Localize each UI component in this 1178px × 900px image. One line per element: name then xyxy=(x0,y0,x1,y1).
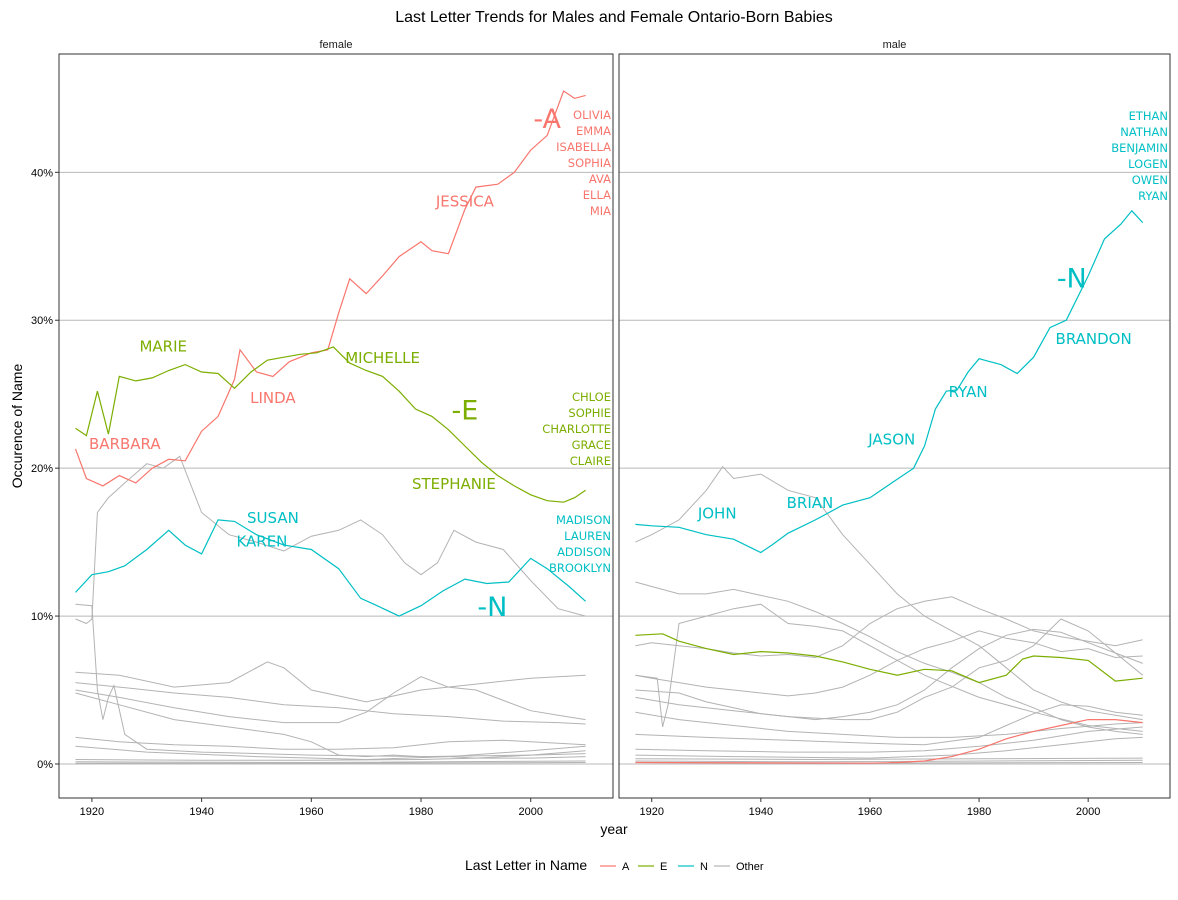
annotation-male-3: JASON xyxy=(867,430,915,448)
legend-label-n: N xyxy=(700,861,708,873)
series-line-male-other-10 xyxy=(635,736,1143,759)
x-tick-label-male-4: 2000 xyxy=(1076,806,1100,818)
x-tick-label-female-0: 1920 xyxy=(80,806,104,818)
legend-items: A E N Other xyxy=(600,861,764,873)
series-line-male-a xyxy=(635,719,1143,764)
series-line-male-other-6 xyxy=(635,618,1144,721)
name-list-item-male-0-1: NATHAN xyxy=(1120,125,1168,139)
annotation-female-6: -E xyxy=(451,395,478,426)
panel-border-female xyxy=(58,53,614,799)
series-line-female-other-3 xyxy=(75,682,586,725)
name-list-item-female-1-3: GRACE xyxy=(572,438,611,452)
series-line-female-other-4 xyxy=(75,676,586,724)
chart-title: Last Letter Trends for Males and Female … xyxy=(395,9,833,26)
series-line-male-other-5 xyxy=(635,628,1143,721)
panels: female -A JESSICA LINDA BARBARA MARIE MICHELLE… xyxy=(31,39,1171,818)
annotation-female-3: BARBARA xyxy=(89,435,161,453)
series-line-female-other-2 xyxy=(75,661,586,703)
name-list-item-female-2-2: ADDISON xyxy=(557,545,611,559)
panel-female: female -A JESSICA LINDA BARBARA MARIE MICHELLE… xyxy=(31,39,614,818)
annotation-male-5: JOHN xyxy=(697,504,737,522)
name-list-item-male-0-0: ETHAN xyxy=(1129,109,1168,123)
series-line-male-other-4 xyxy=(635,603,1143,732)
series-line-female-other-0 xyxy=(75,455,586,625)
y-tick-label-1: 10% xyxy=(31,611,53,623)
name-list-item-female-2-0: MADISON xyxy=(556,513,611,527)
x-tick-label-female-4: 2000 xyxy=(518,806,542,818)
name-list-item-male-0-4: OWEN xyxy=(1132,173,1168,187)
series-line-female-a xyxy=(74,90,586,487)
panel-strip-male: male xyxy=(883,39,907,51)
series-line-male-other-11 xyxy=(635,757,1143,761)
annotation-female-5: MICHELLE xyxy=(345,349,420,367)
annotation-male-2: RYAN xyxy=(949,383,988,401)
annotation-female-0: -A xyxy=(533,104,561,135)
x-tick-label-female-1: 1940 xyxy=(189,806,213,818)
annotation-female-9: KAREN xyxy=(236,533,287,551)
series-line-female-other-10 xyxy=(75,762,586,764)
name-list-item-female-0-6: MIA xyxy=(590,204,611,218)
annotation-female-2: LINDA xyxy=(250,389,296,407)
x-tick-label-male-3: 1980 xyxy=(967,806,991,818)
name-list-item-female-2-3: BROOKLYN xyxy=(549,561,611,575)
name-list-item-female-2-1: LAUREN xyxy=(564,529,611,543)
name-list-item-female-0-5: ELLA xyxy=(583,188,611,202)
name-list-item-female-1-2: CHARLOTTE xyxy=(542,422,611,436)
series-line-male-other-12 xyxy=(635,759,1143,763)
x-tick-label-female-2: 1960 xyxy=(299,806,323,818)
annotation-female-1: JESSICA xyxy=(435,192,495,210)
annotation-female-10: -N xyxy=(477,592,507,623)
annotation-female-7: STEPHANIE xyxy=(412,475,496,493)
series-line-male-other-3 xyxy=(635,630,1143,697)
legend-title: Last Letter in Name xyxy=(465,857,587,873)
name-list-item-female-1-4: CLAIRE xyxy=(570,454,611,468)
series-line-female-other-9 xyxy=(75,760,586,764)
name-list-item-female-1-1: SOPHIE xyxy=(568,406,611,420)
name-list-item-male-0-2: BENJAMIN xyxy=(1111,141,1168,155)
y-axis-label: Occurence of Name xyxy=(9,364,25,489)
series-line-female-other-8 xyxy=(75,750,586,761)
legend-label-a: A xyxy=(622,861,630,873)
series-line-male-other-8 xyxy=(635,704,1143,746)
legend: Last Letter in Name A E N Other xyxy=(465,857,764,873)
series-line-female-other-6 xyxy=(75,736,586,750)
x-tick-label-male-0: 1920 xyxy=(639,806,663,818)
legend-label-other: Other xyxy=(736,861,764,873)
panel-strip-female: female xyxy=(319,39,352,51)
annotation-male-4: BRIAN xyxy=(787,494,834,512)
x-tick-label-male-1: 1940 xyxy=(749,806,773,818)
series-line-male-other-9 xyxy=(635,726,1143,753)
name-list-item-female-1-0: CHLOE xyxy=(572,390,611,404)
name-list-item-female-0-3: SOPHIA xyxy=(568,156,611,170)
panel-male: male -N BRANDON RYAN JASON BRIAN JOHN ETHAN NATH… xyxy=(618,39,1171,818)
annotation-female-4: MARIE xyxy=(139,337,187,355)
series-line-female-e xyxy=(75,346,586,503)
annotation-female-8: SUSAN xyxy=(247,509,299,527)
series-line-female-other-7 xyxy=(75,745,586,761)
y-tick-label-4: 40% xyxy=(31,167,53,179)
name-list-item-female-0-2: ISABELLA xyxy=(556,140,611,154)
name-list-item-male-0-5: RYAN xyxy=(1138,189,1168,203)
legend-label-e: E xyxy=(660,861,667,873)
series-line-female-n xyxy=(75,519,587,617)
name-list-item-male-0-3: LOGEN xyxy=(1128,157,1168,171)
series-line-male-other-2 xyxy=(635,596,1143,659)
annotation-male-1: BRANDON xyxy=(1056,330,1132,348)
series-line-male-n xyxy=(635,209,1144,554)
name-list-item-female-0-1: EMMA xyxy=(576,124,611,138)
x-tick-label-male-2: 1960 xyxy=(858,806,882,818)
series-line-male-other-7 xyxy=(635,711,1143,738)
annotation-male-0: -N xyxy=(1057,264,1087,295)
x-axis-label: year xyxy=(600,821,628,837)
y-tick-label-2: 20% xyxy=(31,463,53,475)
series-line-male-other-0 xyxy=(635,465,1143,721)
name-list-item-female-0-4: AVA xyxy=(589,172,611,186)
x-tick-label-female-3: 1980 xyxy=(409,806,433,818)
panel-border-male xyxy=(618,53,1171,799)
y-tick-label-3: 30% xyxy=(31,315,53,327)
name-list-item-female-0-0: OLIVIA xyxy=(573,108,611,122)
y-tick-label-0: 0% xyxy=(37,759,53,771)
series-line-male-e xyxy=(635,633,1143,684)
